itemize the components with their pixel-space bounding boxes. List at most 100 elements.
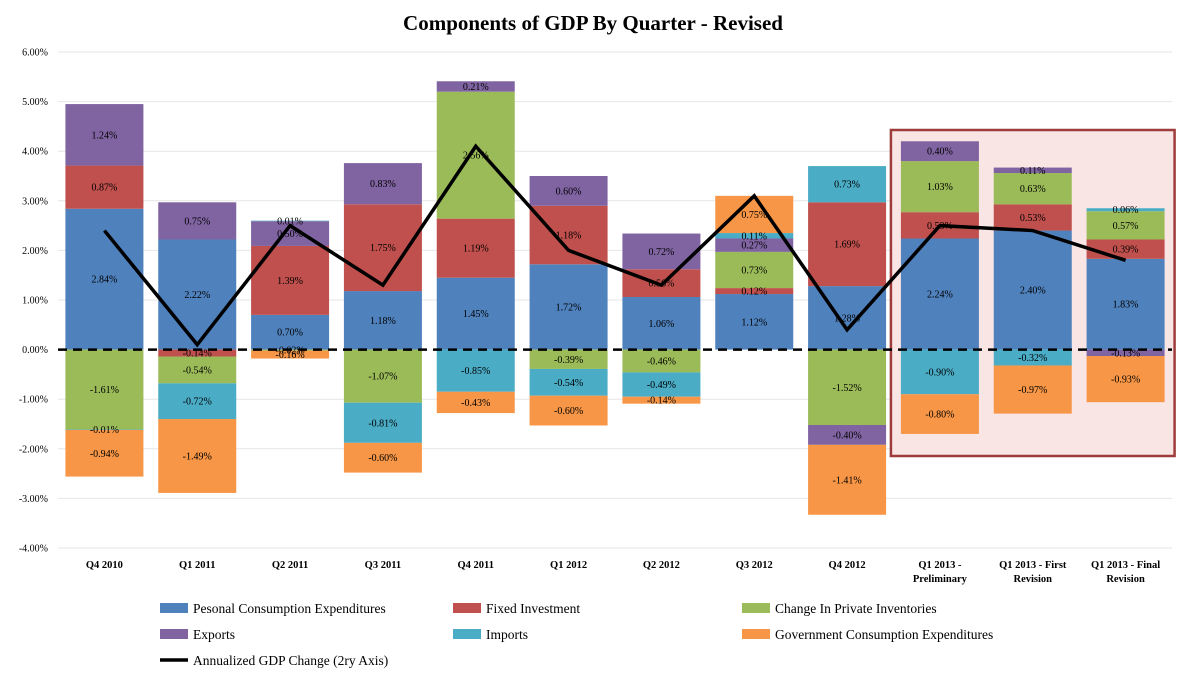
data-label: 1.39% <box>277 276 303 287</box>
data-label: -0.60% <box>554 406 583 417</box>
data-label: 1.19% <box>463 244 489 255</box>
data-label: 0.53% <box>1020 213 1046 224</box>
data-label: -0.80% <box>925 410 954 421</box>
bar-segment <box>529 368 608 396</box>
bar-segment <box>622 233 701 270</box>
bar-segment <box>808 424 887 445</box>
y-tick-label: 2.00% <box>22 246 48 257</box>
x-category-label: Revision <box>1106 574 1145 585</box>
data-label: 0.53% <box>927 221 953 232</box>
data-label: 0.75% <box>184 216 210 227</box>
data-label: 0.11% <box>1020 166 1045 177</box>
data-label: -0.49% <box>647 380 676 391</box>
data-label: -0.94% <box>90 449 119 460</box>
bar-segment <box>808 166 887 203</box>
data-label: 0.60% <box>556 186 582 197</box>
data-label: 1.06% <box>648 319 674 330</box>
bar-segment <box>529 264 608 350</box>
bar-segment <box>993 349 1072 366</box>
y-tick-label: -2.00% <box>19 444 48 455</box>
data-label: 2.22% <box>184 290 210 301</box>
bar-segment <box>529 205 608 265</box>
data-label: -0.40% <box>832 430 861 441</box>
y-tick-label: -4.00% <box>19 544 48 555</box>
bar-segment <box>993 167 1072 174</box>
bar-segment <box>715 294 794 350</box>
bar-segment <box>622 349 701 373</box>
data-label: 0.70% <box>277 328 303 339</box>
bar-segment <box>65 349 144 430</box>
x-category-label: Q3 2012 <box>736 560 773 571</box>
data-label: 1.18% <box>556 231 582 242</box>
data-label: 0.83% <box>370 179 396 190</box>
bar-segment <box>715 233 794 239</box>
data-label: 1.83% <box>1113 300 1139 311</box>
y-tick-label: 0.00% <box>22 345 48 356</box>
legend-label: Government Consumption Expenditures <box>775 627 993 642</box>
data-label: -1.41% <box>832 475 861 486</box>
data-label: -1.61% <box>90 385 119 396</box>
data-label: -0.93% <box>1111 375 1140 386</box>
data-label: 0.75% <box>741 210 767 221</box>
data-label: -0.72% <box>183 397 212 408</box>
data-label: -0.01% <box>90 425 119 436</box>
legend-swatch <box>160 629 188 639</box>
bar-segment <box>436 91 515 219</box>
bar-segment <box>65 165 144 209</box>
bar-segment <box>715 238 794 252</box>
bar-segment <box>436 277 515 350</box>
data-label: -1.07% <box>368 372 397 383</box>
data-label: -0.85% <box>461 366 490 377</box>
bar-segment <box>993 365 1072 414</box>
data-label: -0.60% <box>368 453 397 464</box>
data-label: 0.56% <box>648 279 674 290</box>
bar-segment <box>900 349 979 395</box>
bar-segment <box>158 419 237 493</box>
gdp-line-layer <box>103 143 1127 348</box>
data-label: 0.73% <box>834 180 860 191</box>
data-label: 2.40% <box>1020 286 1046 297</box>
data-label: -0.46% <box>647 357 676 368</box>
data-label: 0.06% <box>1113 205 1139 216</box>
legend-label: Pesonal Consumption Expenditures <box>193 601 386 616</box>
y-tick-label: 4.00% <box>22 147 48 158</box>
bar-segment <box>65 429 144 430</box>
bar-segment <box>251 314 330 350</box>
bar-segment <box>993 173 1072 205</box>
data-label: -0.13% <box>1111 348 1140 359</box>
data-label: 0.87% <box>91 183 117 194</box>
bar-segment <box>808 444 887 515</box>
data-label: -0.81% <box>368 418 397 429</box>
legend: Pesonal Consumption Expenditures Fixed In… <box>160 601 993 668</box>
bar-segment <box>436 81 515 92</box>
gdp-line <box>103 143 1127 348</box>
bar-segment <box>343 163 422 205</box>
data-labels: 2.84% 0.87% -1.61% 1.24% -0.01% -0.94% 2.22% -0… <box>90 82 1140 486</box>
data-label: 1.72% <box>556 302 582 313</box>
data-label: 1.28% <box>834 313 860 324</box>
x-category-label: Revision <box>1013 574 1052 585</box>
data-label: -0.90% <box>925 367 954 378</box>
y-tick-label: -1.00% <box>19 395 48 406</box>
data-label: 0.21% <box>463 82 489 93</box>
data-label: -0.32% <box>1018 353 1047 364</box>
x-category-label: Q1 2013 - First <box>999 560 1067 571</box>
bar-segment <box>158 202 237 240</box>
x-category-label: Q1 2012 <box>550 560 587 571</box>
bars <box>65 81 1165 515</box>
y-tick-label: -3.00% <box>19 494 48 505</box>
data-label: 0.50% <box>277 229 303 240</box>
data-label: -0.14% <box>183 349 212 360</box>
bar-segment <box>436 391 515 414</box>
legend-label: Change In Private Inventories <box>775 601 937 616</box>
data-label: 0.73% <box>741 265 767 276</box>
data-label: 1.45% <box>463 309 489 320</box>
bar-segment <box>808 349 887 425</box>
bar-segment <box>900 141 979 162</box>
x-category-label: Q2 2011 <box>272 560 308 571</box>
bar-segment <box>158 349 237 357</box>
x-category-label: Q1 2013 - Final <box>1091 560 1160 571</box>
data-label: 0.72% <box>648 247 674 258</box>
data-label: -0.54% <box>554 378 583 389</box>
